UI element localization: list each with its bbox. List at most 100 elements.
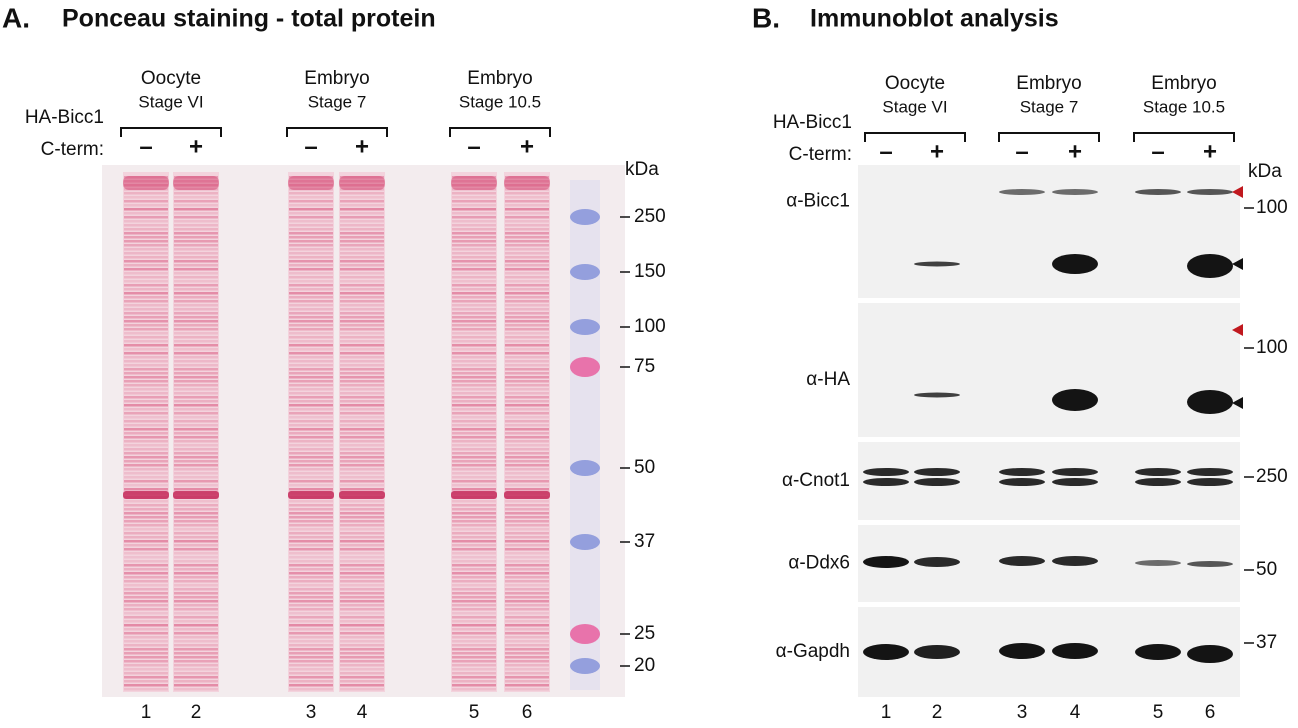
- gel-band: [452, 668, 496, 671]
- gel-band: [505, 448, 549, 451]
- lane-number: 5: [469, 702, 480, 723]
- group-name: Embryo: [1016, 73, 1081, 94]
- gel-band: [289, 340, 333, 343]
- bracket: [1133, 132, 1235, 142]
- gel-band: [452, 444, 496, 447]
- gel-band: [174, 616, 218, 619]
- marker-label: 100: [1256, 337, 1288, 358]
- gel-band: [289, 408, 333, 411]
- gel-band: [452, 232, 496, 235]
- blot: [858, 303, 1240, 437]
- gel-band: [173, 176, 219, 190]
- gel-band: [289, 596, 333, 599]
- gel-band: [174, 232, 218, 235]
- gel-band: [505, 232, 549, 235]
- unit-label: kDa: [625, 159, 659, 180]
- gel-band: [505, 596, 549, 599]
- gel-band: [289, 660, 333, 663]
- gel-band: [340, 424, 384, 427]
- gel-band: [124, 316, 168, 319]
- gel-band: [124, 508, 168, 511]
- gel-band: [174, 624, 218, 627]
- gel-band: [124, 416, 168, 419]
- gel-band: [124, 432, 168, 435]
- gel-band: [124, 656, 168, 659]
- gel-band: [174, 540, 218, 543]
- gel-band: [452, 504, 496, 507]
- gel-band: [452, 292, 496, 295]
- gel-band: [505, 208, 549, 211]
- gel-band: [124, 348, 168, 351]
- gel-band: [452, 388, 496, 391]
- gel-band: [174, 436, 218, 439]
- gel-band: [505, 556, 549, 559]
- gel-band: [289, 344, 333, 347]
- gel-band: [452, 448, 496, 451]
- gel-band: [174, 364, 218, 367]
- panel-label: A.: [2, 2, 30, 33]
- gel-band: [124, 356, 168, 359]
- gel-band: [505, 512, 549, 515]
- gel-band: [289, 392, 333, 395]
- gel-band: [174, 248, 218, 251]
- gel-band: [174, 648, 218, 651]
- gel-band: [289, 248, 333, 251]
- gel-band: [452, 416, 496, 419]
- group-stage: Stage 10.5: [459, 92, 541, 111]
- marker-label: 20: [634, 655, 655, 676]
- gel-band: [124, 504, 168, 507]
- gel-band: [174, 344, 218, 347]
- gel-band: [174, 512, 218, 515]
- gel-band: [340, 684, 384, 687]
- gel-band: [124, 452, 168, 455]
- gel-band: [124, 580, 168, 583]
- gel-band: [452, 312, 496, 315]
- gel-band: [124, 344, 168, 347]
- gel-band: [452, 344, 496, 347]
- gel-band: [174, 352, 218, 355]
- gel-band: [505, 620, 549, 623]
- blot-band: [1187, 390, 1233, 414]
- gel-band: [340, 508, 384, 511]
- gel-band: [340, 372, 384, 375]
- gel-band: [174, 368, 218, 371]
- gel-band: [340, 600, 384, 603]
- gel-band: [289, 536, 333, 539]
- gel-band: [124, 524, 168, 527]
- gel-band: [124, 420, 168, 423]
- gel-band: [340, 668, 384, 671]
- gel-band: [505, 652, 549, 655]
- gel-band: [340, 676, 384, 679]
- gel-band: [452, 392, 496, 395]
- lane-number: 5: [1153, 702, 1164, 723]
- gel-band: [289, 632, 333, 635]
- gel-band: [452, 604, 496, 607]
- gel-band: [124, 600, 168, 603]
- gel-band: [289, 568, 333, 571]
- gel-band: [124, 232, 168, 235]
- gel-band: [452, 436, 496, 439]
- gel-band: [505, 412, 549, 415]
- gel-band: [340, 476, 384, 479]
- gel-band: [452, 656, 496, 659]
- gel-band: [174, 196, 218, 199]
- lane-number: 6: [1205, 702, 1216, 723]
- gel-band: [289, 640, 333, 643]
- gel-band: [174, 320, 218, 323]
- gel-band: [289, 608, 333, 611]
- gel-band: [340, 212, 384, 215]
- gel-band: [124, 592, 168, 595]
- gel-band: [340, 328, 384, 331]
- gel-band: [505, 664, 549, 667]
- marker-label: 50: [634, 457, 655, 478]
- gel-band: [174, 192, 218, 195]
- gel-band: [340, 632, 384, 635]
- gel-band: [452, 192, 496, 195]
- gel-band: [505, 528, 549, 531]
- group-stage: Stage 10.5: [1143, 97, 1225, 116]
- blot-band: [914, 645, 960, 659]
- gel-band: [340, 468, 384, 471]
- gel-band: [174, 216, 218, 219]
- gel-band: [505, 332, 549, 335]
- gel-band: [505, 460, 549, 463]
